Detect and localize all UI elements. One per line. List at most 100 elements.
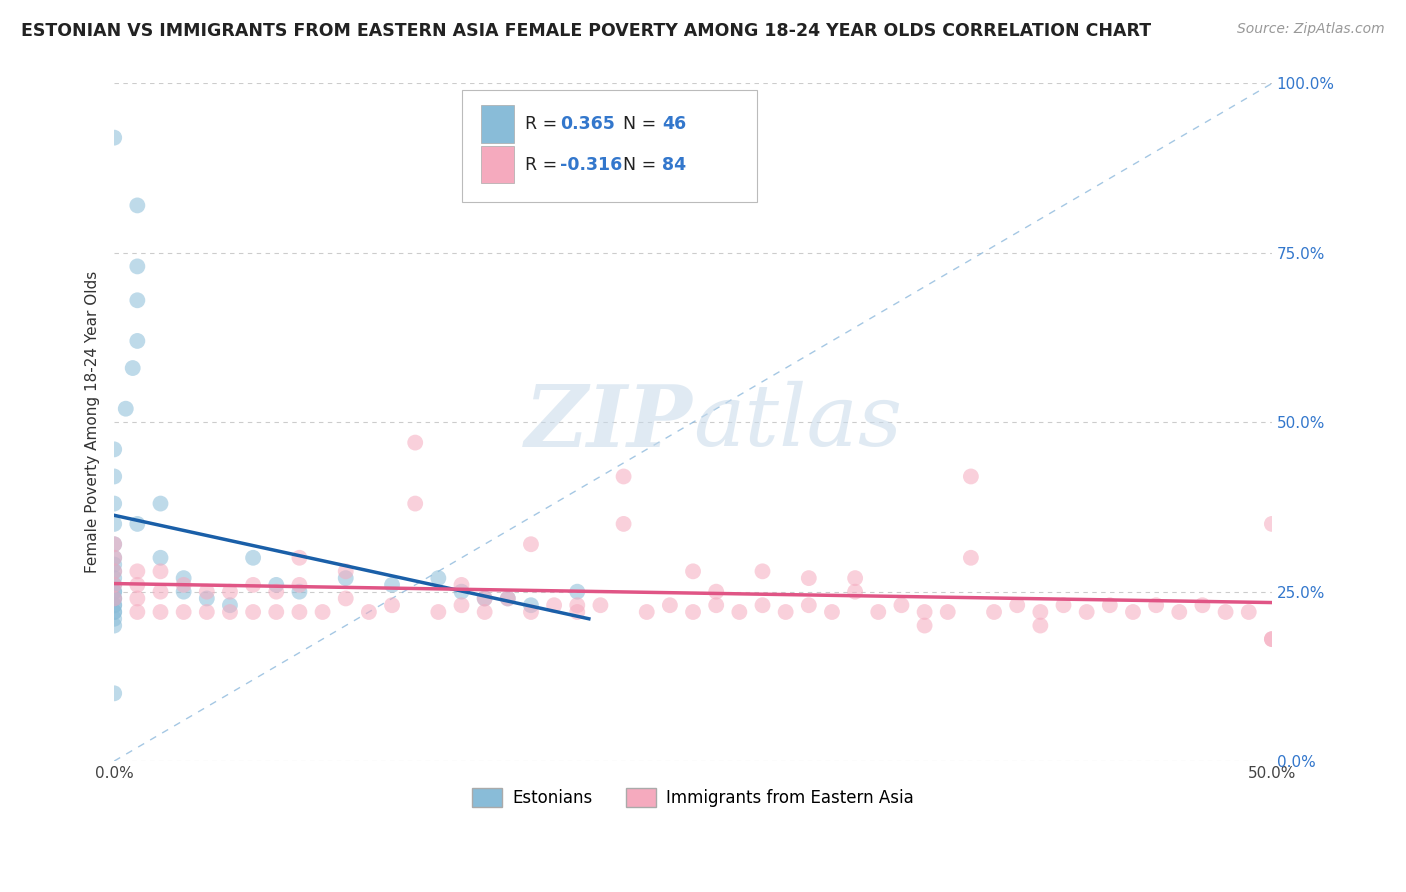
Point [775, 605, 797, 619]
Point [127, 578, 149, 592]
Point [357, 605, 380, 619]
Point [242, 605, 264, 619]
Point [173, 571, 195, 585]
Point [1261, 632, 1284, 646]
Point [520, 598, 543, 612]
Point [103, 565, 125, 579]
Point [567, 598, 589, 612]
Point [103, 565, 125, 579]
Point [567, 605, 589, 619]
Point [1191, 598, 1213, 612]
Point [103, 591, 125, 606]
FancyBboxPatch shape [461, 90, 756, 202]
Point [149, 565, 172, 579]
Point [496, 591, 519, 606]
Point [797, 598, 820, 612]
Point [450, 584, 472, 599]
Point [381, 598, 404, 612]
Point [474, 605, 496, 619]
Point [103, 497, 125, 511]
Text: 0.365: 0.365 [560, 115, 614, 133]
Point [103, 571, 125, 585]
Point [751, 565, 773, 579]
Point [335, 591, 357, 606]
Point [821, 605, 844, 619]
Point [149, 497, 172, 511]
Point [103, 605, 125, 619]
Point [658, 598, 681, 612]
Point [682, 605, 704, 619]
Point [103, 612, 125, 626]
Point [264, 584, 287, 599]
Point [103, 605, 125, 619]
Point [520, 605, 543, 619]
Point [914, 605, 936, 619]
Point [613, 469, 636, 483]
Point [682, 565, 704, 579]
Point [1029, 618, 1052, 632]
Point [474, 591, 496, 606]
Point [195, 584, 218, 599]
Point [103, 618, 125, 632]
Point [103, 578, 125, 592]
Point [103, 578, 125, 592]
Point [103, 516, 125, 531]
Point [103, 591, 125, 606]
Point [219, 598, 242, 612]
Point [173, 584, 195, 599]
Text: ESTONIAN VS IMMIGRANTS FROM EASTERN ASIA FEMALE POVERTY AMONG 18-24 YEAR OLDS CO: ESTONIAN VS IMMIGRANTS FROM EASTERN ASIA… [21, 22, 1152, 40]
Legend: Estonians, Immigrants from Eastern Asia: Estonians, Immigrants from Eastern Asia [465, 781, 921, 814]
Point [103, 686, 125, 700]
Point [103, 550, 125, 565]
Point [567, 584, 589, 599]
Point [1098, 598, 1121, 612]
Point [114, 401, 136, 416]
Text: -0.316: -0.316 [560, 156, 623, 174]
Point [1261, 516, 1284, 531]
Point [427, 571, 450, 585]
Point [149, 605, 172, 619]
Text: 84: 84 [662, 156, 686, 174]
Point [589, 598, 612, 612]
Point [288, 550, 311, 565]
Point [242, 578, 264, 592]
Point [1215, 605, 1237, 619]
Point [127, 565, 149, 579]
Point [242, 550, 264, 565]
Point [868, 605, 890, 619]
Text: atlas: atlas [693, 381, 903, 464]
Point [1144, 598, 1167, 612]
Point [404, 435, 426, 450]
Point [127, 591, 149, 606]
Point [1237, 605, 1260, 619]
Point [127, 334, 149, 348]
Point [543, 598, 565, 612]
Point [173, 578, 195, 592]
Point [914, 618, 936, 632]
Point [1122, 605, 1144, 619]
Point [103, 442, 125, 457]
Point [103, 584, 125, 599]
Point [127, 293, 149, 308]
Point [427, 605, 450, 619]
Point [103, 469, 125, 483]
Point [496, 591, 519, 606]
Text: 46: 46 [662, 115, 686, 133]
Point [613, 516, 636, 531]
Point [335, 565, 357, 579]
Text: ZIP: ZIP [526, 381, 693, 464]
Point [103, 591, 125, 606]
Point [219, 584, 242, 599]
Point [195, 605, 218, 619]
Text: N =: N = [612, 115, 662, 133]
Text: N =: N = [612, 156, 662, 174]
Point [103, 584, 125, 599]
Point [335, 571, 357, 585]
Point [450, 598, 472, 612]
Point [704, 598, 727, 612]
Point [520, 537, 543, 551]
Point [149, 550, 172, 565]
Point [103, 130, 125, 145]
Point [121, 361, 143, 376]
Point [127, 605, 149, 619]
